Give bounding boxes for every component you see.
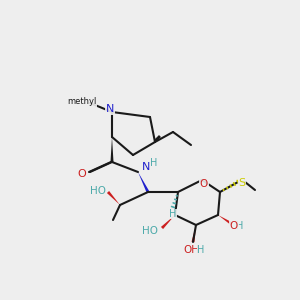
Text: H: H xyxy=(236,221,244,231)
Text: N: N xyxy=(106,104,114,114)
Text: HO: HO xyxy=(90,186,106,196)
Polygon shape xyxy=(218,215,233,225)
Text: H: H xyxy=(150,158,158,168)
Polygon shape xyxy=(161,215,175,229)
Text: N: N xyxy=(142,162,150,172)
Polygon shape xyxy=(107,191,120,205)
Text: HO: HO xyxy=(142,226,158,236)
Text: O: O xyxy=(230,221,238,231)
Text: H: H xyxy=(197,245,205,255)
Polygon shape xyxy=(191,225,196,242)
Text: H: H xyxy=(169,209,177,219)
Text: O: O xyxy=(78,169,86,179)
Text: O: O xyxy=(200,179,208,189)
Text: methyl: methyl xyxy=(67,98,97,106)
Text: OH: OH xyxy=(183,245,199,255)
Polygon shape xyxy=(138,172,149,193)
Text: S: S xyxy=(238,178,246,188)
Polygon shape xyxy=(110,137,113,162)
